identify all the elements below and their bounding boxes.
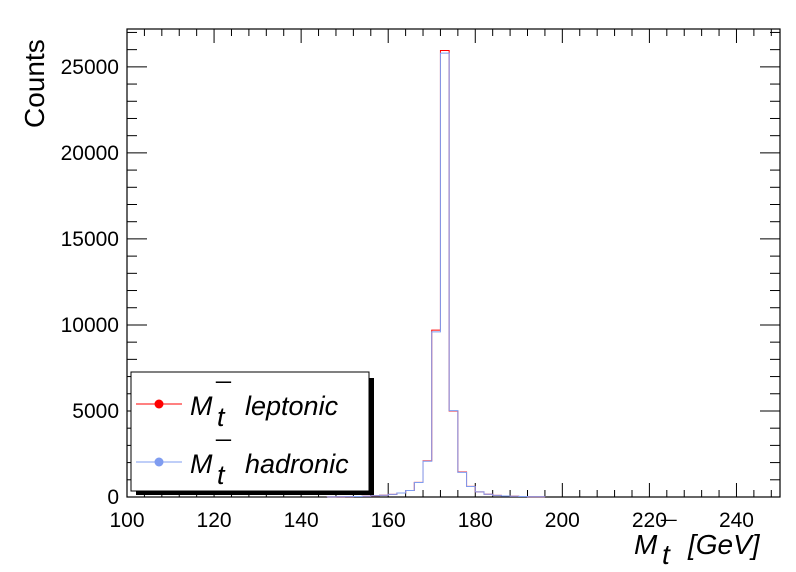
x-axis-title-unit: [GeV] [687,529,761,560]
legend-symbol: M [190,391,213,421]
legend-bar: ¯ [215,379,232,409]
histogram-outline [326,52,546,498]
legend-marker [154,399,164,409]
legend: M t ¯ leptonic M t ¯ hadronic [130,371,374,495]
x-tick-label: 160 [371,509,406,532]
legend-label: hadronic [245,449,349,479]
x-tick-label: 120 [197,509,232,532]
x-tick-label: 180 [458,509,493,532]
x-axis-title-bar: ¯ [660,516,677,547]
legend-label: leptonic [245,391,339,421]
x-axis-title-symbol: M [634,529,658,560]
y-tick-label: 0 [107,486,119,509]
x-tick-label: 240 [719,509,754,532]
x-axis-title-subscript: t [662,539,671,570]
legend-entry-hadronic: M t ¯ hadronic [136,437,349,490]
plot-frame [126,28,781,498]
legend-bar: ¯ [215,437,232,467]
legend-entry-leptonic: M t ¯ leptonic [136,379,339,432]
y-tick-label: 15000 [61,228,119,251]
legend-subscript: t [217,460,226,490]
legend-marker [154,457,164,467]
legend-box [130,371,370,492]
series-layer [326,50,546,498]
x-tick-labels: 100 120 140 160 180 200 220 240 [109,509,754,532]
x-tick-label: 200 [545,509,580,532]
y-tick-label: 5000 [72,400,119,423]
y-axis-title: Counts [19,39,50,128]
y-tick-label: 10000 [61,314,119,337]
x-tick-label: 220 [632,509,667,532]
y-tick-label: 20000 [61,142,119,165]
minor-ticks [127,29,780,497]
x-axis-title: M t ¯ [GeV] [634,516,761,570]
series-hadronic [326,52,546,498]
x-tick-label: 140 [284,509,319,532]
legend-subscript: t [217,402,226,432]
y-tick-labels: 0 5000 10000 15000 20000 25000 [61,56,119,509]
legend-symbol: M [190,449,213,479]
y-tick-label: 25000 [61,56,119,79]
x-tick-label: 100 [109,509,144,532]
